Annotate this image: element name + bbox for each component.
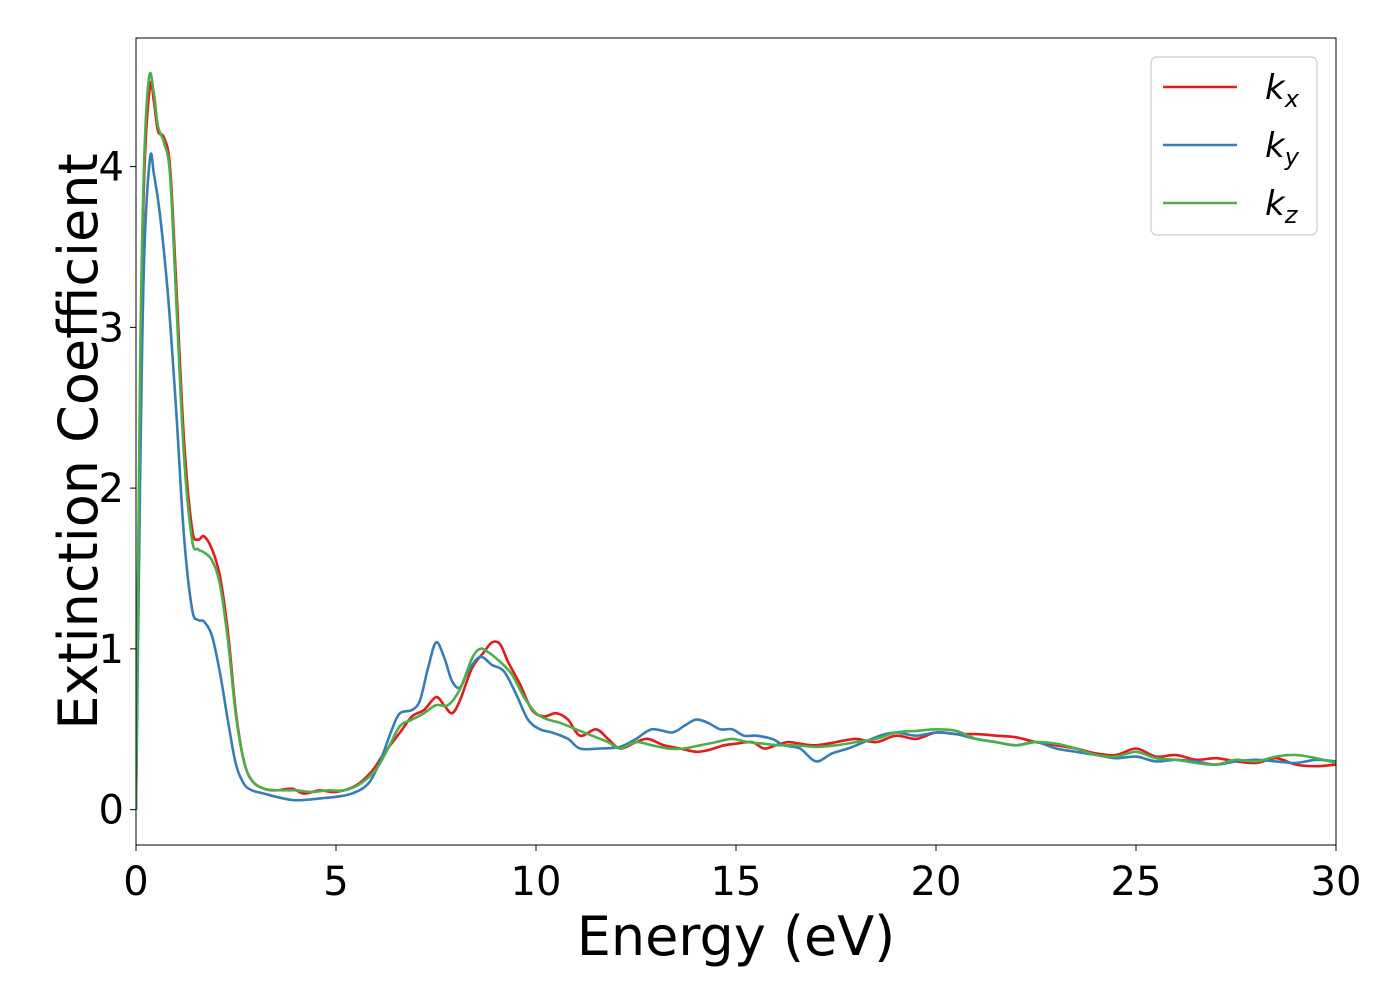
x-axis: 0 5 10 15 20 25 30 (123, 845, 1361, 905)
y-axis: 0 1 2 3 4 (99, 145, 136, 834)
x-tick-label: 30 (1311, 859, 1362, 905)
y-tick-label: 3 (99, 305, 124, 351)
series-line-kz (136, 71, 1336, 810)
x-tick-label: 25 (1111, 859, 1162, 905)
x-tick-label: 20 (911, 859, 962, 905)
x-tick-label: 5 (323, 859, 348, 905)
x-tick-label: 0 (123, 859, 148, 905)
y-tick-label: 4 (99, 145, 124, 191)
y-axis-title: Extinction Coefficient (47, 153, 110, 729)
x-axis-title: Energy (eV) (577, 905, 896, 968)
y-tick-label: 0 (99, 788, 124, 834)
x-tick-label: 10 (511, 859, 562, 905)
legend-label-ky: ky (1265, 126, 1300, 171)
y-tick-label: 1 (99, 627, 124, 673)
y-tick-label: 2 (99, 466, 124, 512)
x-tick-label: 15 (711, 859, 762, 905)
legend-label-kz: kz (1265, 184, 1299, 229)
legend-label-kx: kx (1265, 68, 1300, 113)
legend: kx ky kz (1150, 56, 1318, 236)
series-layer (136, 71, 1336, 810)
